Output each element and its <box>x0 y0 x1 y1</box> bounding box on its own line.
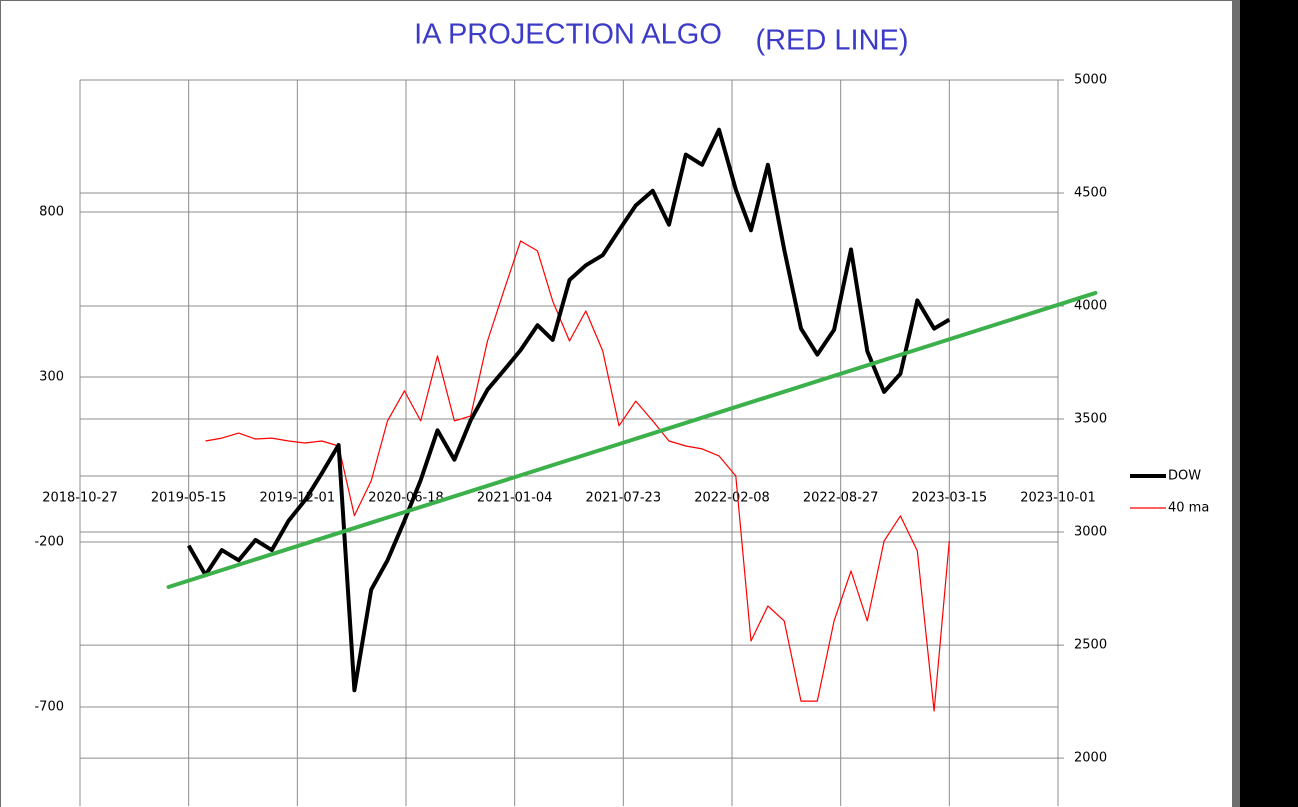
trend-line <box>166 290 1098 589</box>
x-tick-label: 2023-10-01 <box>1020 491 1096 506</box>
y-tick-label: 300 <box>39 370 64 385</box>
legend-label: DOW <box>1168 469 1201 484</box>
x-tick-label: 2021-01-04 <box>477 491 553 506</box>
legend-label: 40 ma <box>1168 501 1209 516</box>
x-tick-label: 2023-03-15 <box>912 491 988 506</box>
x-tick-label: 2019-05-15 <box>151 491 227 506</box>
x-tick-label: 2022-08-27 <box>803 491 879 506</box>
y2-tick-label: 4000 <box>1074 299 1107 314</box>
x-tick-label: 2018-10-27 <box>42 491 118 506</box>
y-tick-label: -700 <box>34 700 64 715</box>
data-line <box>186 127 951 693</box>
x-tick-label: 2020-06-18 <box>368 491 444 506</box>
y2-tick-label: 5000 <box>1074 73 1107 88</box>
x-tick-label: 2019-12-01 <box>260 491 336 506</box>
y2-tick-label: 2500 <box>1074 638 1107 653</box>
x-tick-label: 2021-07-23 <box>586 491 662 506</box>
x-tick-label: 2022-02-08 <box>694 491 770 506</box>
y2-tick-label: 3500 <box>1074 412 1107 427</box>
y-tick-label: 800 <box>39 205 64 220</box>
y2-tick-label: 4500 <box>1074 186 1107 201</box>
data-line <box>205 240 950 712</box>
chart-subtitle: (RED LINE) <box>755 25 908 57</box>
chart-title: IA PROJECTION ALGO <box>414 19 722 51</box>
y2-tick-label: 2000 <box>1074 751 1107 766</box>
chart-area <box>1 1 1232 807</box>
y-tick-label: -200 <box>34 535 64 550</box>
y2-tick-label: 3000 <box>1074 525 1107 540</box>
